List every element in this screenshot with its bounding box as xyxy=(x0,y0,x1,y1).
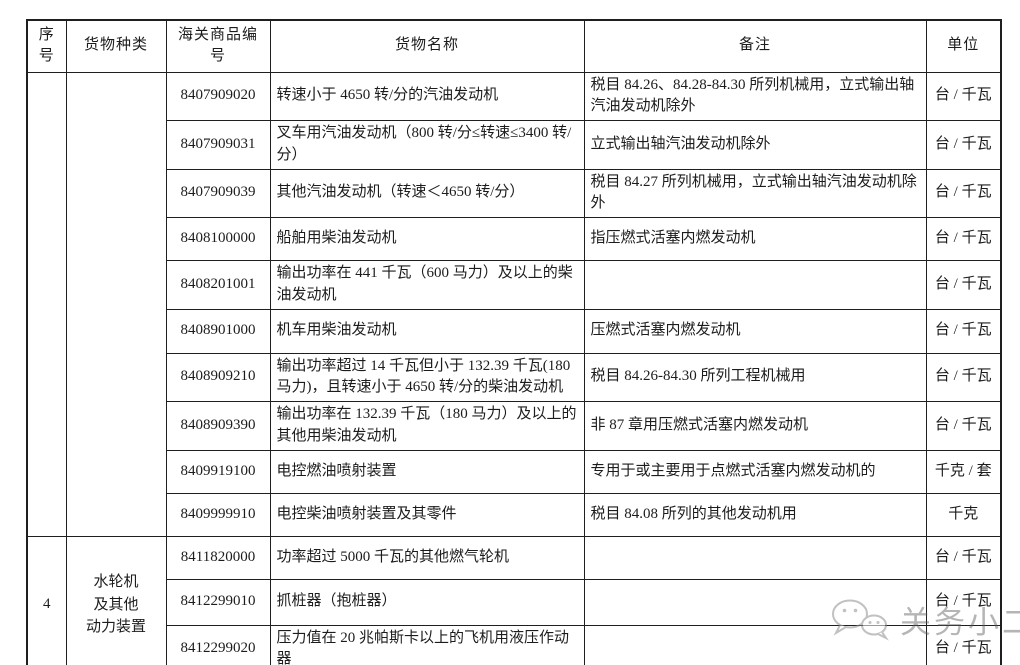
remark-cell: 压燃式活塞内燃发动机 xyxy=(583,308,927,354)
goods-name-cell: 其他汽油发动机（转速＜4650 转/分） xyxy=(269,168,585,218)
commodity-code-cell: 8407909020 xyxy=(165,71,271,121)
header-row: 序号 货物种类 海关商品编号 货物名称 备注 单位 xyxy=(26,19,1002,73)
remark-cell xyxy=(583,624,927,665)
remark-cell: 指压燃式活塞内燃发动机 xyxy=(583,217,927,261)
unit-cell: 台 / 千瓦 xyxy=(925,578,1002,626)
remark-cell: 税目 84.26、84.28-84.30 所列机械用，立式输出轴汽油发动机除外 xyxy=(583,71,927,121)
unit-cell: 台 / 千瓦 xyxy=(925,352,1002,402)
commodity-code-cell: 8409999910 xyxy=(165,492,271,537)
unit-cell: 台 / 千瓦 xyxy=(925,217,1002,261)
unit-cell: 台 / 千瓦 xyxy=(925,308,1002,354)
commodity-code-cell: 8408901000 xyxy=(165,308,271,354)
commodity-code-cell: 8407909031 xyxy=(165,120,271,170)
commodity-code-cell: 8412299020 xyxy=(165,624,271,665)
commodity-code-cell: 8407909039 xyxy=(165,168,271,218)
unit-cell: 台 / 千瓦 xyxy=(925,624,1002,665)
goods-name-cell: 机车用柴油发动机 xyxy=(269,308,585,354)
commodity-code-cell: 8408909390 xyxy=(165,401,271,451)
table-row: 8409919100 电控燃油喷射装置 专用于或主要用于点燃式活塞内燃发动机的 … xyxy=(27,449,1002,494)
unit-cell: 千克 xyxy=(925,492,1002,537)
commodity-code-cell: 8411820000 xyxy=(165,535,271,580)
table-row: 4 水轮机 及其他 动力装置 8411820000 功率超过 5000 千瓦的其… xyxy=(26,535,1002,665)
remark-cell: 税目 84.26-84.30 所列工程机械用 xyxy=(583,352,927,402)
goods-name-cell: 电控燃油喷射装置 xyxy=(269,449,585,494)
table-row: 8407909020 转速小于 4650 转/分的汽油发动机 税目 84.26、… xyxy=(26,71,1002,537)
col-header-remark: 备注 xyxy=(583,19,927,73)
table-row: 8409999910 电控柴油喷射装置及其零件 税目 84.08 所列的其他发动… xyxy=(27,492,1002,537)
table-row: 8408909210 输出功率超过 14 千瓦但小于 132.39 千瓦(180… xyxy=(27,352,1002,402)
remark-cell xyxy=(583,260,927,310)
unit-cell: 台 / 千瓦 xyxy=(925,71,1002,121)
col-header-name: 货物名称 xyxy=(269,19,585,73)
commodity-code-cell: 8408100000 xyxy=(165,217,271,261)
remark-cell: 税目 84.08 所列的其他发动机用 xyxy=(583,492,927,537)
unit-cell: 台 / 千瓦 xyxy=(925,168,1002,218)
table-row: 8408100000 船舶用柴油发动机 指压燃式活塞内燃发动机 台 / 千瓦 xyxy=(27,217,1002,261)
goods-name-cell: 抓桩器（抱桩器） xyxy=(269,578,585,626)
goods-name-cell: 输出功率在 132.39 千瓦（180 马力）及以上的其他用柴油发动机 xyxy=(269,401,585,451)
table-row: 8408901000 机车用柴油发动机 压燃式活塞内燃发动机 台 / 千瓦 xyxy=(27,308,1002,354)
table-row: 8412299020 压力值在 20 兆帕斯卡以上的飞机用液压作动器 台 / 千… xyxy=(27,624,1002,665)
remark-cell: 税目 84.27 所列机械用，立式输出轴汽油发动机除外 xyxy=(583,168,927,218)
customs-commodity-table: 序号 货物种类 海关商品编号 货物名称 备注 单位 8407909020 转速小… xyxy=(26,19,1002,665)
table-row: 8408201001 输出功率在 441 千瓦（600 马力）及以上的柴油发动机… xyxy=(27,260,1002,310)
table-row: 8407909031 叉车用汽油发动机（800 转/分≤转速≤3400 转/分）… xyxy=(27,120,1002,170)
remark-cell: 立式输出轴汽油发动机除外 xyxy=(583,120,927,170)
remark-cell xyxy=(583,578,927,626)
goods-name-cell: 叉车用汽油发动机（800 转/分≤转速≤3400 转/分） xyxy=(269,120,585,170)
col-header-category: 货物种类 xyxy=(65,19,167,73)
unit-cell: 台 / 千瓦 xyxy=(925,260,1002,310)
serial-cell: 4 xyxy=(26,535,67,665)
commodity-code-cell: 8412299010 xyxy=(165,578,271,626)
remark-cell xyxy=(583,535,927,580)
serial-cell xyxy=(26,71,67,537)
goods-name-cell: 转速小于 4650 转/分的汽油发动机 xyxy=(269,71,585,121)
goods-name-cell: 输出功率超过 14 千瓦但小于 132.39 千瓦(180 马力)，且转速小于 … xyxy=(269,352,585,402)
col-header-unit: 单位 xyxy=(925,19,1002,73)
table-row: 8407909039 其他汽油发动机（转速＜4650 转/分） 税目 84.27… xyxy=(27,168,1002,218)
unit-cell: 台 / 千瓦 xyxy=(925,120,1002,170)
category-cell: 水轮机 及其他 动力装置 xyxy=(65,535,167,665)
remark-cell: 专用于或主要用于点燃式活塞内燃发动机的 xyxy=(583,449,927,494)
col-header-serial: 序号 xyxy=(26,19,67,73)
unit-cell: 台 / 千瓦 xyxy=(925,401,1002,451)
goods-name-cell: 电控柴油喷射装置及其零件 xyxy=(269,492,585,537)
table-row: 8408909390 输出功率在 132.39 千瓦（180 马力）及以上的其他… xyxy=(27,401,1002,451)
goods-name-cell: 输出功率在 441 千瓦（600 马力）及以上的柴油发动机 xyxy=(269,260,585,310)
commodity-code-cell: 8408201001 xyxy=(165,260,271,310)
commodity-code-cell: 8408909210 xyxy=(165,352,271,402)
commodity-code-cell: 8409919100 xyxy=(165,449,271,494)
unit-cell: 台 / 千瓦 xyxy=(925,535,1002,580)
table-row: 8412299010 抓桩器（抱桩器） 台 / 千瓦 xyxy=(27,578,1002,626)
goods-name-cell: 压力值在 20 兆帕斯卡以上的飞机用液压作动器 xyxy=(269,624,585,665)
category-cell xyxy=(65,71,167,537)
remark-cell: 非 87 章用压燃式活塞内燃发动机 xyxy=(583,401,927,451)
col-header-code: 海关商品编号 xyxy=(165,19,271,73)
goods-name-cell: 功率超过 5000 千瓦的其他燃气轮机 xyxy=(269,535,585,580)
unit-cell: 千克 / 套 xyxy=(925,449,1002,494)
goods-name-cell: 船舶用柴油发动机 xyxy=(269,217,585,261)
